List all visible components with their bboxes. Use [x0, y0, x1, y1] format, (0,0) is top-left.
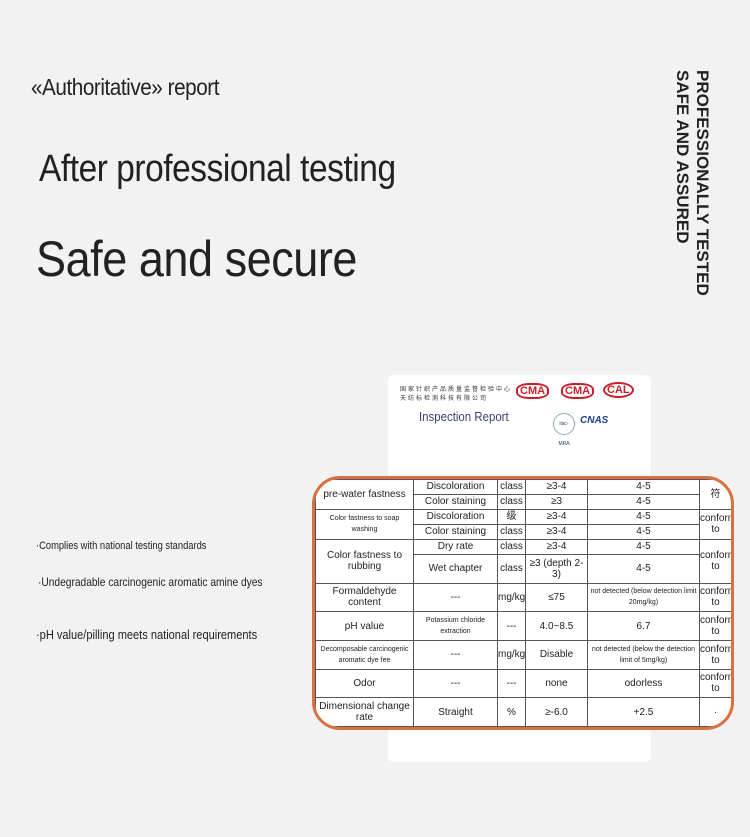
ilac-mra-logo: ilac-MRA: [553, 413, 575, 447]
table-cell: 4-5: [587, 508, 700, 525]
table-cell: Dry rate: [413, 538, 498, 555]
table-cell: Dimensional change rate: [315, 697, 414, 727]
table-cell: 4-5: [587, 493, 700, 510]
table-cell: not detected (below the detection limit …: [587, 639, 700, 670]
table-cell: 4-5: [587, 538, 700, 555]
table-cell: Disable: [525, 639, 588, 670]
cal-logo: CAL: [603, 380, 634, 398]
table-row: Formaldehyde content --- mg/kg ≤75 not detec…: [315, 582, 731, 613]
table-cell: Odor: [315, 668, 414, 699]
vertical-line-1: PROFESSIONALLY TESTED: [693, 70, 712, 296]
table-cell: ≥3-4: [525, 508, 588, 525]
table-cell: ---: [497, 611, 526, 641]
bullet-2: ·Undegradable carcinogenic aromatic amin…: [38, 575, 263, 589]
table-cell: Color staining: [413, 493, 498, 510]
table-cell: class: [497, 523, 526, 540]
table-cell: 4.0~8.5: [525, 611, 588, 641]
table-cell: conform to: [699, 668, 731, 699]
table-row: Color staining class ≥3-4 4-5: [316, 523, 732, 540]
table-cell: ---: [413, 639, 498, 670]
table-cell: ≥3: [525, 493, 588, 510]
cnas-logo: CNAS: [580, 415, 609, 426]
table-row: Odor------noneodorlessconform to: [315, 668, 731, 699]
table-cell: 4-5: [587, 553, 700, 584]
table-cell: Decomposable carcinogenic aromatic dye f…: [315, 639, 414, 670]
table-cell: class: [497, 479, 526, 495]
table-cell: Discoloration: [413, 479, 498, 495]
table-cell: none: [525, 668, 588, 699]
bullet-1: ·Complies with national testing standard…: [36, 540, 207, 552]
table-cell: Potassium chloride extraction: [413, 611, 498, 641]
table-cell: class: [497, 538, 526, 555]
table-cell: Straight: [413, 697, 498, 727]
lab-name-line-2: 天纺标检测科技有限公司: [400, 396, 489, 402]
table-row: pH value Potassium chloride extraction ---…: [315, 611, 731, 641]
table-cell: Color fastness to rubbing: [315, 538, 414, 584]
table-cell: ≥3-4: [525, 523, 588, 540]
table-row: Color fastness to soap washing Discolorat…: [315, 508, 731, 540]
table-cell: 符: [699, 479, 731, 510]
table-cell: ---: [497, 668, 526, 699]
table-cell: mg/kg: [497, 582, 526, 613]
vertical-line-2: SAFE AND ASSURED: [673, 70, 692, 244]
vertical-tagline: PROFESSIONALLY TESTED SAFE AND ASSURED: [672, 70, 732, 330]
table-cell: ≥3-4: [525, 479, 588, 495]
table-cell: %: [497, 697, 526, 727]
table-cell: ≥3 (depth 2-3): [525, 553, 588, 584]
table-cell: Color staining: [413, 523, 498, 540]
table-cell: conform to: [699, 611, 731, 641]
bullet-3: ·pH value/pilling meets national require…: [36, 627, 258, 642]
table-cell: class: [497, 493, 526, 510]
table-cell: 4-5: [587, 523, 700, 540]
table-cell: pH value: [315, 611, 414, 641]
table-cell: odorless: [587, 668, 700, 699]
table-cell: Color fastness to soap washing: [315, 508, 414, 540]
table-cell: 6.7: [587, 611, 700, 641]
table-row: Decomposable carcinogenic aromatic dye f…: [315, 639, 731, 670]
table-cell: ---: [413, 668, 498, 699]
table-cell: ≥3-4: [525, 538, 588, 555]
table-cell: pre-water fastness: [315, 479, 414, 510]
table-cell: conform to: [699, 508, 731, 540]
cma-logo: CMA: [516, 381, 550, 399]
lab-name-line-1: 国家针织产品质量监督检验中心: [400, 387, 513, 393]
table-cell: ≥-6.0: [525, 697, 588, 727]
table-cell: ≤75: [525, 582, 588, 613]
report-title: Inspection Report: [419, 409, 509, 424]
table-row: Dimensional change rate Straight% ≥-6.0 +2.…: [315, 697, 731, 727]
table-cell: Formaldehyde content: [315, 582, 414, 613]
table-row: Color fastness to rubbing Dry rate class ≥3…: [315, 538, 731, 584]
lab-name: 国家针织产品质量监督检验中心 天纺标检测科技有限公司: [400, 386, 512, 404]
table-cell: 级: [497, 508, 526, 525]
headline-small: «Authoritative» report: [31, 74, 220, 100]
table-cell: conform to: [699, 538, 731, 584]
table-cell: Wet chapter: [413, 553, 498, 584]
inspection-table: pre-water fastness Discoloration class ≥3-4…: [312, 476, 734, 730]
table-cell: 4-5: [587, 479, 700, 495]
table-cell: mg/kg: [497, 639, 526, 670]
table-cell: not detected (below detection limit 20mg…: [587, 582, 700, 613]
cma-logo-2: CMA: [561, 381, 595, 399]
table-cell: conform to: [699, 639, 731, 670]
table-cell: ---: [413, 582, 498, 613]
headline-mid: After professional testing: [39, 148, 396, 190]
table-cell: ·: [699, 697, 731, 727]
headline-big: Safe and secure: [36, 231, 357, 287]
table-cell: conform to: [699, 582, 731, 613]
table-cell: +2.5: [587, 697, 700, 727]
table-row: Wet chapter class ≥3 (depth 2-3) 4-5: [316, 553, 732, 584]
table-row: pre-water fastness Discoloration class ≥3-4…: [315, 479, 731, 510]
table-cell: class: [497, 553, 526, 584]
table-cell: Discoloration: [413, 508, 498, 525]
